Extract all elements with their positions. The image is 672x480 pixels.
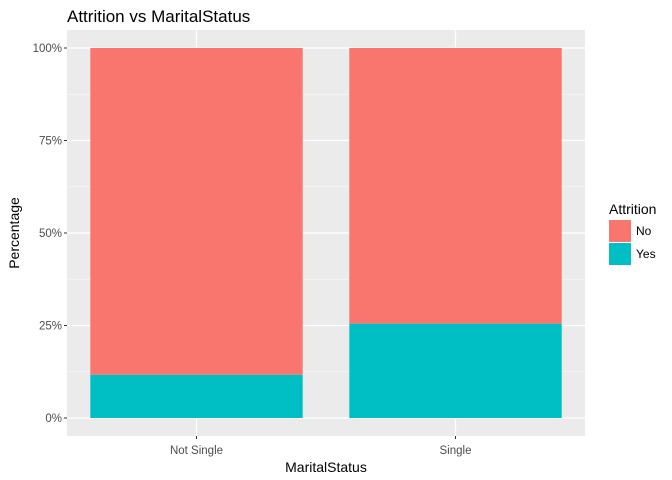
legend-label-yes: Yes (636, 247, 656, 261)
y-tick-label: 100% (33, 43, 62, 55)
legend-key-yes (609, 243, 631, 265)
legend-title: Attrition (609, 201, 656, 217)
x-tick-label: Not Single (170, 445, 223, 457)
bars (90, 48, 562, 418)
x-tick-label: Single (440, 445, 472, 457)
bar-no-not-single (90, 48, 303, 375)
y-tick-label: 25% (39, 321, 62, 333)
x-axis-title: MaritalStatus (285, 459, 367, 475)
legend-label-no: No (636, 224, 652, 238)
bar-yes-single (349, 323, 562, 418)
y-axis: 0% 25% 50% 75% 100% (33, 43, 67, 425)
y-axis-title: Percentage (6, 197, 22, 269)
bar-yes-not-single (90, 374, 303, 418)
legend-key-no (609, 220, 631, 242)
chart-title: Attrition vs MaritalStatus (67, 7, 250, 26)
legend: Attrition No Yes (609, 201, 656, 265)
y-tick-label: 50% (39, 228, 62, 240)
bar-no-single (349, 48, 562, 324)
y-tick-label: 75% (39, 136, 62, 148)
y-tick-label: 0% (45, 413, 62, 425)
x-axis: Not Single Single (170, 436, 472, 457)
